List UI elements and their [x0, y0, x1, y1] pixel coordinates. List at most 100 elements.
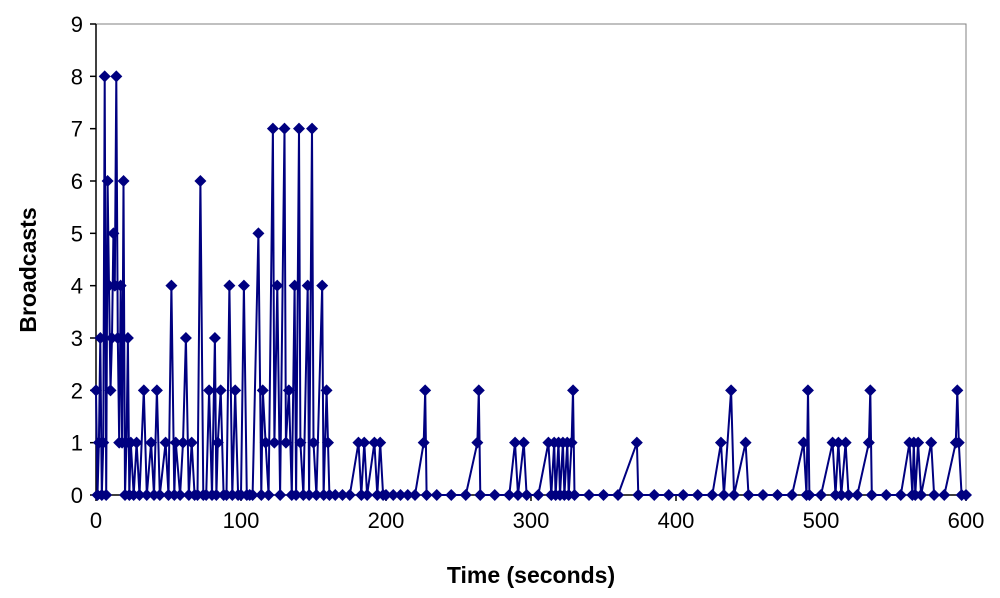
plot-area [95, 23, 967, 496]
data-point [815, 489, 827, 501]
data-point [336, 489, 349, 501]
data-point [361, 489, 374, 501]
data-point [938, 489, 951, 501]
data-point [488, 489, 501, 501]
data-point [471, 436, 484, 449]
data-point [691, 489, 704, 501]
data-point [98, 70, 111, 83]
data-point [256, 384, 269, 397]
data-point [612, 489, 624, 501]
series-markers [90, 70, 972, 501]
data-point [329, 489, 342, 501]
data-point [320, 384, 333, 397]
data-point [133, 489, 146, 501]
x-tick-label: 500 [803, 508, 840, 533]
data-point [130, 436, 143, 449]
data-point [520, 489, 533, 501]
data-point [632, 489, 645, 501]
data-point [137, 384, 150, 397]
data-point [100, 489, 113, 501]
data-point [771, 489, 784, 501]
y-tick-label: 7 [71, 117, 83, 142]
data-point [717, 489, 730, 501]
data-point [662, 489, 675, 501]
data-point [474, 489, 487, 501]
x-tick-label: 0 [90, 508, 102, 533]
y-tick-label: 2 [71, 378, 83, 403]
axis-ticks: 0 1 2 3 4 5 6 7 8 9 0 100 200 300 400 500 600 [71, 12, 985, 533]
data-point [835, 489, 848, 501]
data-point [145, 436, 158, 449]
data-point [358, 436, 371, 449]
data-point [159, 436, 172, 449]
data-point [262, 489, 275, 501]
data-point [246, 489, 259, 501]
data-point [303, 489, 316, 501]
data-point [288, 279, 301, 292]
data-point [952, 436, 965, 449]
data-point [394, 489, 407, 501]
data-point [278, 122, 291, 135]
data-point [417, 436, 430, 449]
data-point [648, 489, 661, 501]
data-point [121, 332, 134, 344]
data-point [101, 175, 114, 187]
data-point [459, 489, 472, 501]
data-point [150, 384, 163, 397]
y-tick-label: 3 [71, 326, 83, 351]
data-point [165, 279, 178, 292]
data-point [301, 279, 314, 292]
data-point [925, 436, 938, 449]
data-point [583, 489, 595, 501]
data-point [185, 436, 198, 449]
data-point [94, 332, 107, 344]
data-point [110, 70, 123, 83]
data-point [169, 436, 182, 449]
data-point [279, 436, 292, 449]
data-point [419, 384, 432, 397]
x-tick-label: 600 [948, 508, 985, 533]
y-tick-label: 5 [71, 221, 83, 246]
data-point [864, 384, 877, 397]
data-point [912, 436, 925, 449]
data-point [928, 489, 941, 501]
data-point [832, 436, 845, 449]
y-tick-label: 0 [71, 483, 83, 508]
data-point [237, 279, 250, 292]
data-point [960, 489, 972, 501]
data-point [111, 332, 124, 344]
y-axis-title: Broadcasts [15, 207, 41, 332]
data-point [803, 489, 816, 501]
data-point [259, 436, 272, 449]
data-point [294, 436, 307, 449]
data-point [179, 332, 192, 344]
data-point [865, 489, 878, 501]
data-point [252, 227, 265, 240]
data-point [597, 489, 610, 501]
data-point [565, 436, 578, 449]
data-point [630, 436, 643, 449]
data-point [839, 436, 852, 449]
data-point [851, 489, 864, 501]
data-point [177, 436, 189, 449]
y-tick-label: 4 [71, 274, 83, 299]
data-point [532, 489, 545, 501]
data-point [306, 122, 319, 135]
data-point [90, 384, 102, 397]
x-tick-label: 300 [513, 508, 550, 533]
data-point [255, 489, 268, 501]
data-point [203, 384, 216, 397]
data-point [229, 384, 242, 397]
x-tick-label: 100 [223, 508, 260, 533]
data-point [117, 175, 130, 187]
data-point [223, 279, 236, 292]
data-point [951, 384, 964, 397]
data-point [517, 436, 530, 449]
data-point [307, 436, 320, 449]
data-point [880, 489, 893, 501]
data-point [842, 489, 855, 501]
y-tick-label: 8 [71, 64, 83, 89]
data-point [862, 436, 875, 449]
data-point [725, 384, 738, 397]
data-point [274, 489, 287, 501]
